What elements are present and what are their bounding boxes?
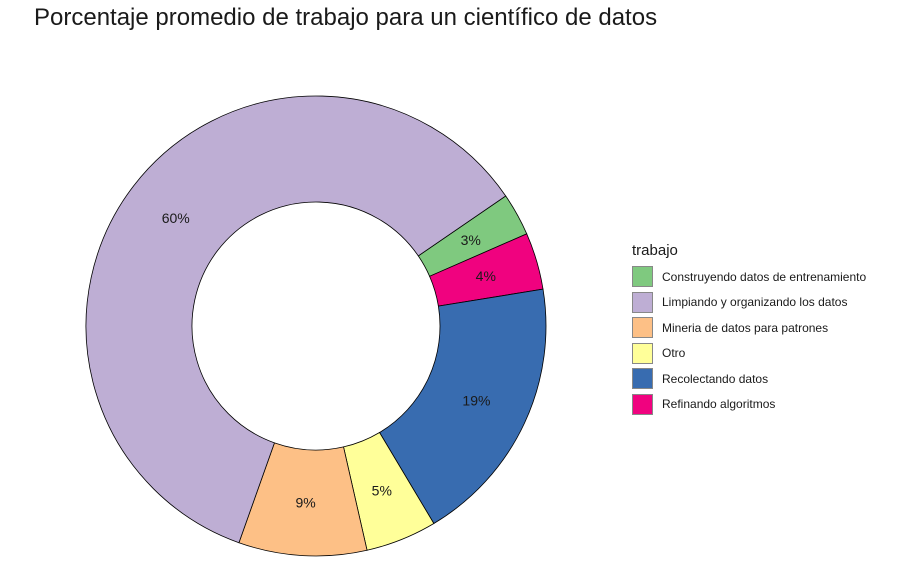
legend-swatch	[632, 317, 653, 339]
legend-item: Limpiando y organizando los datos	[632, 290, 866, 316]
legend-title: trabajo	[632, 242, 678, 259]
slice-label-otro: 5%	[372, 482, 392, 498]
legend-item: Mineria de datos para patrones	[632, 315, 866, 341]
legend-label: Recolectando datos	[662, 371, 769, 386]
legend-items: Construyendo datos de entrenamiento Limpi…	[632, 264, 866, 417]
slice-label-construyendo-datos-de-entrenamiento: 3%	[461, 232, 481, 248]
legend-item: Otro	[632, 341, 866, 367]
slice-label-refinando-algoritmos: 4%	[476, 268, 496, 284]
donut-slices	[85, 95, 547, 557]
legend-swatch	[632, 266, 653, 288]
legend-swatch	[632, 368, 653, 390]
legend: trabajo Construyendo datos de entrenamie…	[632, 242, 866, 417]
legend-swatch	[632, 291, 653, 313]
legend-item: Refinando algoritmos	[632, 392, 866, 418]
legend-label: Construyendo datos de entrenamiento	[662, 269, 867, 284]
legend-item: Construyendo datos de entrenamiento	[632, 264, 866, 290]
slice-recolectando-datos	[378, 288, 547, 525]
chart-title: Porcentaje promedio de trabajo para un c…	[34, 4, 658, 31]
legend-item: Recolectando datos	[632, 366, 866, 392]
legend-swatch	[632, 342, 653, 364]
legend-label: Limpiando y organizando los datos	[662, 295, 848, 310]
legend-label: Mineria de datos para patrones	[662, 320, 829, 335]
slice-label-limpiando-y-organizando-los-datos: 60%	[162, 210, 190, 226]
legend-label: Otro	[662, 346, 686, 361]
legend-swatch	[632, 393, 653, 415]
slice-label-mineria-de-datos-para-patrones: 9%	[295, 495, 315, 511]
donut-slice-labels: 3% 4% 19% 5% 9% 60%	[162, 210, 496, 511]
slice-label-recolectando-datos: 19%	[462, 393, 490, 409]
legend-label: Refinando algoritmos	[662, 397, 776, 412]
slice-limpiando-y-organizando-los-datos	[85, 95, 507, 544]
